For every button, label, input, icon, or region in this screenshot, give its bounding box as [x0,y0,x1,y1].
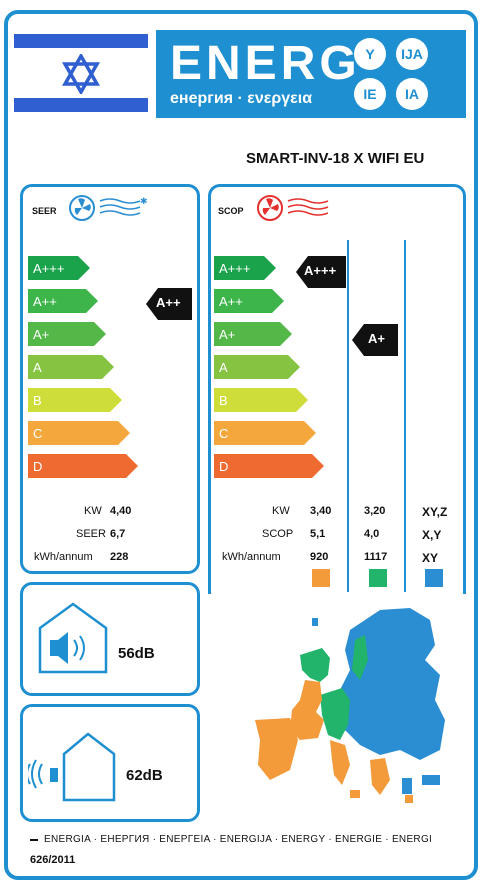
cool-kw-label: KW [84,505,102,517]
cooling-rating-arrow [146,288,192,320]
zone-colder-swatch [425,569,443,587]
cooling-class-bar [28,256,90,280]
cooling-class-label: A [33,360,42,375]
outdoor-unit-speaker-icon [28,732,116,802]
heating-warmer-rating: A+++ [304,263,337,278]
divider-colder [404,240,406,592]
suffix-ija: IJA [396,38,428,70]
zone-average-swatch [369,569,387,587]
heating-class-bar [214,388,308,412]
heating-average-rating-arrow [352,324,398,356]
heating-class-bar [214,322,292,346]
heating-class-bar [214,256,276,280]
cool-kwh-label: kWh/annum [34,551,93,563]
energy-brand-banner: ENERG енергия · ενεργεια Y IJA IE IA [156,30,466,118]
cool-kw-value: 4,40 [110,505,132,517]
outdoor-noise-value: 62dB [126,767,163,784]
cooling-class-label: A+++ [33,261,64,276]
footer-languages: ENERGIA · ЕНЕРГИЯ · ΕΝΕΡΓΕΙΑ · ENERGIJA … [44,834,433,845]
cooling-title: SEER [32,206,57,216]
heating-scale: A+++ A++ A+ A B C D [214,256,324,478]
heating-class-label: A+ [219,327,235,342]
heating-warmer-rating-arrow [296,256,346,288]
heating-class-label: A [219,360,228,375]
divider-average [347,240,349,592]
cooling-class-label: C [33,426,42,441]
heating-title: SCOP [218,206,244,216]
heat-warmer-kw: 3,40 [310,505,332,517]
cooling-class-label: B [33,393,42,408]
cooling-class-bar [28,289,98,313]
heating-class-bar [214,289,284,313]
cooling-class-label: A++ [33,294,57,309]
heating-class-bar [214,355,300,379]
cooling-class-bar [28,421,130,445]
footer-dash [30,839,38,841]
cooling-class-label: A+ [33,327,49,342]
heat-kw-label: KW [272,505,290,517]
heat-colder-scop: X,Y [422,528,442,542]
heat-kwh-label: kWh/annum [222,551,281,563]
suffix-ie: IE [354,78,386,110]
zone-warmer-swatch [312,569,330,587]
svg-text:✱: ✱ [140,196,148,206]
heating-class-bar [214,421,316,445]
heating-class-label: D [219,459,228,474]
heat-warmer-kwh: 920 [310,551,329,563]
suffix-ia: IA [396,78,428,110]
cooling-scale: A+++ A++ A+ A B C D [28,256,138,478]
europe-climate-map [255,608,445,803]
cool-seer-value: 6,7 [110,528,126,540]
heating-average-rating: A+ [368,331,385,346]
cooling-class-bar [28,322,106,346]
heat-warmer-scop: 5,1 [310,528,326,540]
indoor-noise-value: 56dB [118,645,155,662]
fan-snowflake-icon: ✱ [69,195,148,221]
cooling-class-bar [28,454,138,478]
cooling-class-label: D [33,459,42,474]
heat-colder-kw: XY,Z [422,505,448,519]
heat-scop-label: SCOP [262,528,294,540]
cooling-class-bar [28,355,114,379]
brand-subtitle: енергия · ενεργεια [170,90,313,107]
cool-seer-label: SEER [76,528,106,540]
outdoor-noise-panel [20,704,200,822]
heating-class-bar [214,454,324,478]
heating-class-label: B [219,393,228,408]
brand-word: ENERG [170,37,361,90]
cool-kwh-value: 228 [110,551,129,563]
heating-class-label: A++ [219,294,243,309]
heat-average-kwh: 1117 [364,551,388,563]
heating-class-label: C [219,426,228,441]
model-name: SMART-INV-18 X WIFI EU [246,150,425,167]
israel-flag-icon [14,30,148,116]
heat-average-kw: 3,20 [364,505,386,517]
indoor-noise-panel [20,582,200,696]
indoor-unit-speaker-icon [38,602,108,674]
fan-heat-icon [257,195,329,221]
suffix-y: Y [354,38,386,70]
heat-average-scop: 4,0 [364,528,380,540]
regulation-number: 626/2011 [30,854,76,866]
cooling-class-bar [28,388,122,412]
heat-colder-kwh: XY [422,551,439,565]
cooling-rating: A++ [156,295,181,310]
heating-class-label: A+++ [219,261,250,276]
